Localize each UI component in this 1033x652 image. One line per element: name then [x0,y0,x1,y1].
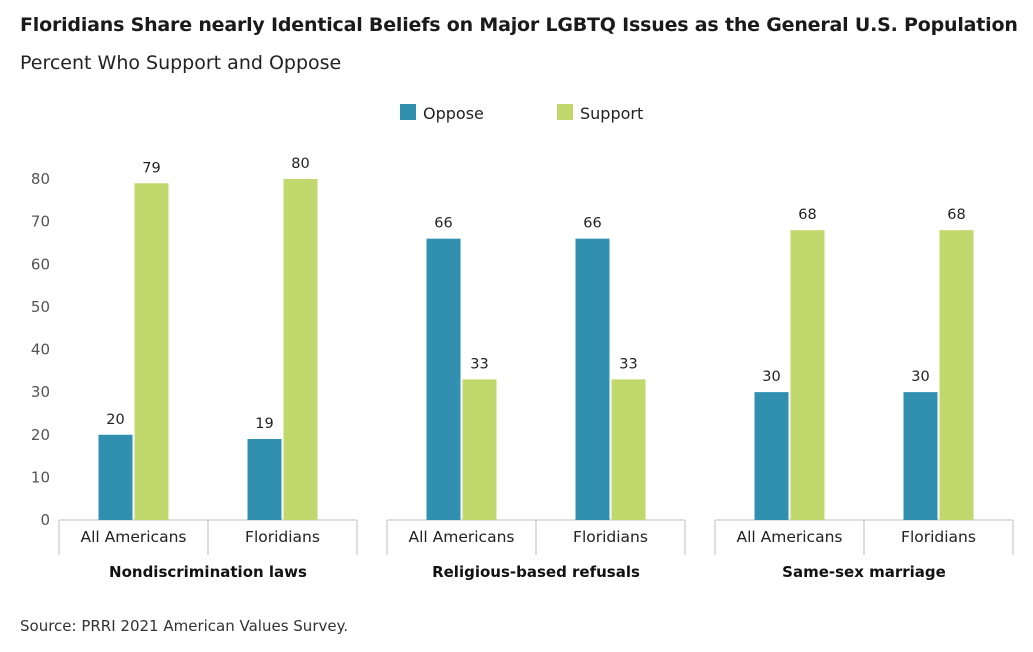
data-label: 80 [291,156,309,172]
category-label: Floridians [245,528,320,546]
bar-support [283,179,318,520]
y-tick-label: 40 [31,341,50,359]
y-tick-label: 20 [31,426,50,444]
chart-subtitle: Percent Who Support and Oppose [20,52,342,74]
data-label: 30 [762,369,780,385]
category-label: All Americans [81,528,187,546]
y-tick-label: 70 [31,213,50,231]
y-tick-label: 60 [31,255,50,273]
bar-support [611,379,646,520]
y-tick-label: 50 [31,298,50,316]
data-label: 66 [434,216,452,232]
bar-support [939,230,974,520]
bar-support [134,183,169,520]
legend-swatch-oppose [400,104,416,120]
legend-label: Oppose [423,104,484,123]
bar-oppose [903,392,938,520]
group-label: Same-sex marriage [782,563,946,581]
data-label: 68 [947,207,965,223]
data-label: 20 [106,412,124,428]
category-label: All Americans [737,528,843,546]
bar-support [462,379,497,520]
data-label: 33 [470,356,488,372]
bar-oppose [575,238,610,521]
bar-oppose [98,434,133,520]
data-label: 79 [142,160,160,176]
legend-swatch-support [557,104,573,120]
group-label: Religious-based refusals [432,563,640,581]
category-label: Floridians [573,528,648,546]
data-label: 19 [255,416,273,432]
bar-support [790,230,825,520]
category-label: All Americans [409,528,515,546]
y-tick-label: 10 [31,468,50,486]
bar-oppose [247,439,282,520]
group-label: Nondiscrimination laws [109,563,307,581]
category-label: Floridians [901,528,976,546]
y-tick-label: 30 [31,383,50,401]
bar-oppose [754,392,789,520]
bar-oppose [426,238,461,521]
y-tick-label: 80 [31,170,50,188]
data-label: 30 [911,369,929,385]
y-tick-label: 0 [40,511,50,529]
data-label: 68 [798,207,816,223]
data-label: 33 [619,356,637,372]
source-note: Source: PRRI 2021 American Values Survey… [20,617,349,635]
data-label: 66 [583,216,601,232]
legend-label: Support [580,104,643,123]
chart-title: Floridians Share nearly Identical Belief… [20,14,1018,36]
